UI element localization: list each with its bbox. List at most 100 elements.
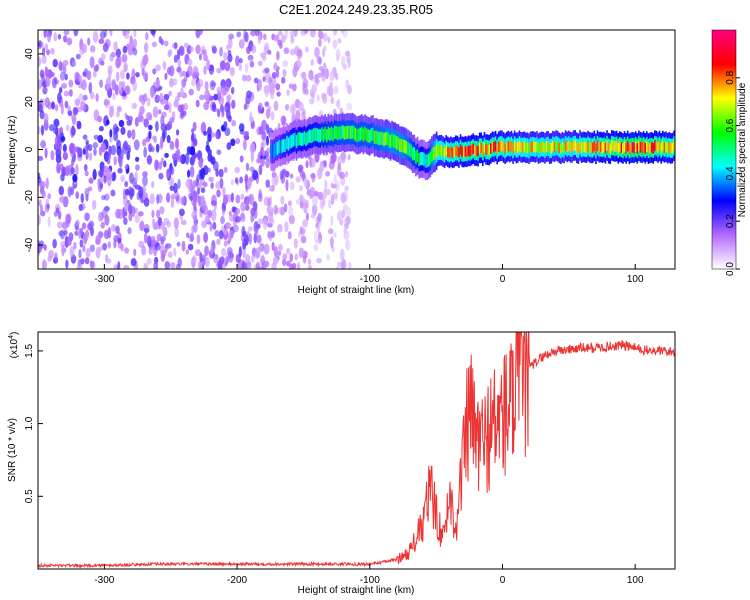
noise-blob [330,96,335,105]
colorbar-tick-label: 0.0 [725,262,736,276]
noise-blob [278,30,283,36]
noise-blob [275,69,280,78]
noise-blob [115,56,121,69]
ridge-segment [361,126,363,140]
noise-blob [210,132,216,138]
noise-blob [218,229,224,240]
noise-blob [152,106,159,118]
y-tick-label: 1.5 [24,344,35,358]
noise-blob [317,38,322,48]
noise-blob [155,120,159,132]
noise-blob [265,135,270,146]
noise-blob [110,145,117,156]
noise-blob [318,56,322,66]
noise-blob [49,71,55,78]
ridge-segment [275,141,277,156]
ridge-segment [423,152,425,166]
ridge-segment [542,141,545,153]
noise-blob [258,79,262,91]
ridge-segment [439,145,441,156]
ridge-segment [456,145,459,157]
noise-blob [298,101,304,112]
noise-blob [50,47,55,55]
noise-blob [130,258,137,267]
snr-y-label: SNR (10 * v/v) [7,418,18,482]
noise-blob [249,142,256,155]
ridge-segment [657,142,659,153]
ridge-segment [440,144,443,156]
ridge-segment [362,128,365,142]
noise-blob [179,215,183,221]
ridge-segment [341,125,344,139]
noise-blob [88,81,93,94]
noise-blob [128,212,133,222]
noise-blob [173,182,178,194]
noise-blob [285,179,289,192]
noise-blob [218,168,224,178]
noise-blob [124,86,130,94]
noise-blob [77,147,81,156]
noise-blob [254,230,259,237]
noise-blob [309,75,315,82]
noise-blob [166,121,173,130]
ridge-segment [346,125,349,139]
noise-blob [208,64,215,75]
ridge-segment [655,140,658,152]
ridge-segment [335,126,338,140]
noise-blob [302,170,306,180]
noise-blob [233,224,239,233]
noise-blob [289,181,295,191]
noise-blob [192,138,198,147]
ridge-segment [370,128,373,142]
noise-blob [276,91,281,97]
noise-blob [99,245,103,251]
noise-blob [54,136,58,146]
ridge-segment [601,142,604,153]
noise-blob [277,39,283,47]
noise-blob [279,206,286,216]
noise-blob [41,190,46,199]
noise-blob [235,194,241,204]
noise-blob [303,178,308,188]
noise-blob [46,203,50,210]
noise-blob [203,101,210,111]
noise-blob [84,170,89,177]
noise-blob [210,209,217,222]
noise-blob [103,165,109,173]
ridge-segment [276,141,279,156]
noise-blob [61,82,68,89]
noise-blob [75,219,80,227]
noise-blob [112,171,116,181]
noise-blob [123,62,128,73]
noise-blob [155,78,161,89]
noise-blob [166,66,171,75]
noise-blob [227,53,233,63]
noise-blob [337,210,343,222]
noise-blob [38,214,41,226]
ridge-segment [533,141,535,152]
noise-blob [247,226,253,232]
ridge-segment [325,129,328,143]
noise-blob [248,264,253,269]
noise-blob [249,166,255,172]
noise-blob [201,220,207,229]
noise-blob [168,180,174,186]
noise-blob [321,196,325,208]
ridge-segment [453,147,455,158]
noise-blob [200,167,206,180]
noise-blob [305,212,309,221]
noise-blob [106,119,110,126]
noise-blob [263,84,270,94]
noise-blob [282,69,287,78]
noise-blob [181,70,187,77]
noise-blob [204,89,210,102]
noise-blob [337,38,342,44]
noise-blob [160,236,166,242]
ridge-segment [305,132,307,146]
noise-blob [124,210,128,217]
noise-blob [131,128,136,140]
ridge-segment [282,138,285,153]
y-tick-label: -40 [24,237,35,252]
noise-blob [242,139,247,151]
noise-blob [146,258,152,265]
